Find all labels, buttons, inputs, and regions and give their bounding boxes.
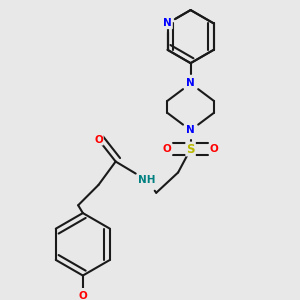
Text: N: N <box>163 18 172 28</box>
Text: O: O <box>210 144 218 154</box>
Text: O: O <box>163 144 172 154</box>
Text: N: N <box>186 79 195 88</box>
Text: O: O <box>94 135 103 145</box>
Text: O: O <box>79 291 87 300</box>
Text: S: S <box>186 142 195 155</box>
Text: N: N <box>186 125 195 135</box>
Text: NH: NH <box>138 175 156 185</box>
